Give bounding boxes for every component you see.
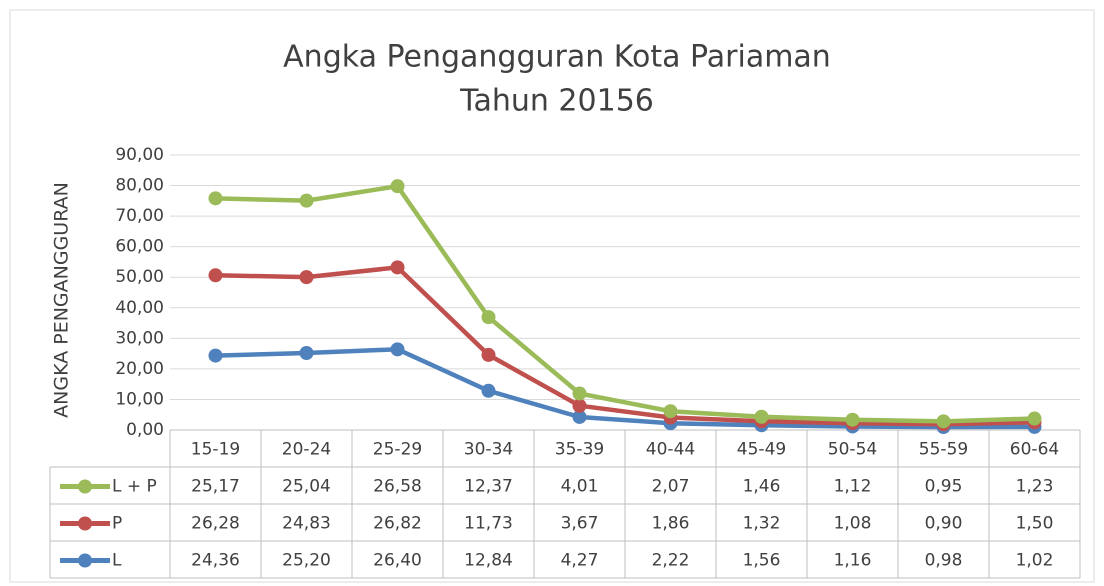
table-cell: 12,84 (464, 551, 513, 571)
series-marker (481, 383, 496, 398)
series-marker (390, 260, 405, 275)
table-cell: 1,12 (834, 477, 872, 497)
chart-title: Tahun 20156 (459, 84, 654, 119)
y-tick-label: 60,00 (115, 237, 164, 257)
y-tick-label: 90,00 (115, 145, 164, 165)
table-cell: 1,16 (834, 551, 872, 571)
series-line (215, 347, 1035, 430)
table-cell: 25,20 (282, 551, 331, 571)
table-cell: 2,07 (652, 477, 690, 497)
x-tick-label: 50-54 (828, 440, 877, 460)
y-tick-label: 0,00 (126, 420, 164, 440)
series-marker (572, 398, 587, 413)
series-marker (299, 270, 314, 285)
chart-border (9, 9, 1095, 583)
table-cell: 0,98 (925, 551, 963, 571)
legend-label: L + P (112, 477, 157, 497)
series-marker (754, 409, 769, 424)
table-cell: 1,32 (743, 514, 781, 534)
series-marker (481, 310, 496, 325)
legend-marker (78, 479, 92, 494)
x-tick-label: 15-19 (191, 440, 240, 460)
table-cell: 3,67 (561, 514, 599, 534)
x-tick-label: 30-34 (464, 440, 513, 460)
series-marker (208, 348, 223, 363)
x-tick-label: 60-64 (1010, 440, 1059, 460)
table-cell: 0,95 (925, 477, 963, 497)
x-tick-label: 35-39 (555, 440, 604, 460)
table-cell: 24,83 (282, 514, 331, 534)
table-cell: 26,40 (373, 551, 422, 571)
chart-title: Angka Pengangguran Kota Pariaman (283, 40, 831, 75)
table-cell: 11,73 (464, 514, 513, 534)
series-marker (1027, 411, 1042, 426)
table-cell: 4,01 (561, 477, 599, 497)
series-marker (390, 342, 405, 357)
legend-label: L (112, 551, 122, 571)
series-line (215, 183, 1035, 424)
y-tick-label: 70,00 (115, 206, 164, 226)
table-cell: 2,22 (652, 551, 690, 571)
table-cell: 24,36 (191, 551, 240, 571)
table-cell: 1,46 (743, 477, 781, 497)
series-marker (936, 414, 951, 429)
table-cell: 1,86 (652, 514, 690, 534)
series-marker (481, 347, 496, 362)
series-marker (208, 268, 223, 283)
x-tick-label: 20-24 (282, 440, 331, 460)
y-tick-label: 50,00 (115, 267, 164, 287)
y-tick-label: 30,00 (115, 328, 164, 348)
table-cell: 25,17 (191, 477, 240, 497)
table-cell: 25,04 (282, 477, 331, 497)
table-cell: 1,56 (743, 551, 781, 571)
legend-label: P (112, 514, 122, 534)
y-tick-label: 80,00 (115, 176, 164, 196)
y-tick-label: 10,00 (115, 389, 164, 409)
series-marker (663, 404, 678, 419)
table-cell: 1,50 (1016, 514, 1054, 534)
legend-marker (78, 553, 92, 568)
table-cell: 26,58 (373, 477, 422, 497)
series-marker (208, 191, 223, 206)
x-tick-label: 45-49 (737, 440, 786, 460)
x-tick-label: 40-44 (646, 440, 695, 460)
series-marker (299, 346, 314, 360)
series-marker (572, 409, 587, 424)
y-axis-label: ANGKA PENGANGGURAN (51, 182, 73, 418)
table-cell: 0,90 (925, 514, 963, 534)
series-marker (390, 179, 405, 194)
y-tick-label: 20,00 (115, 359, 164, 379)
table-cell: 12,37 (464, 477, 513, 497)
series-marker (845, 412, 860, 427)
table-cell: 26,82 (373, 514, 422, 534)
y-tick-label: 40,00 (115, 298, 164, 318)
series-marker (572, 386, 587, 401)
table-cell: 1,23 (1016, 477, 1054, 497)
table-cell: 26,28 (191, 514, 240, 534)
x-tick-label: 55-59 (919, 440, 968, 460)
table-cell: 4,27 (561, 551, 599, 571)
table-cell: 1,08 (834, 514, 872, 534)
legend-marker (78, 516, 92, 531)
series-line (215, 265, 1035, 427)
series-marker (299, 193, 314, 208)
x-tick-label: 25-29 (373, 440, 422, 460)
table-cell: 1,02 (1016, 551, 1054, 571)
